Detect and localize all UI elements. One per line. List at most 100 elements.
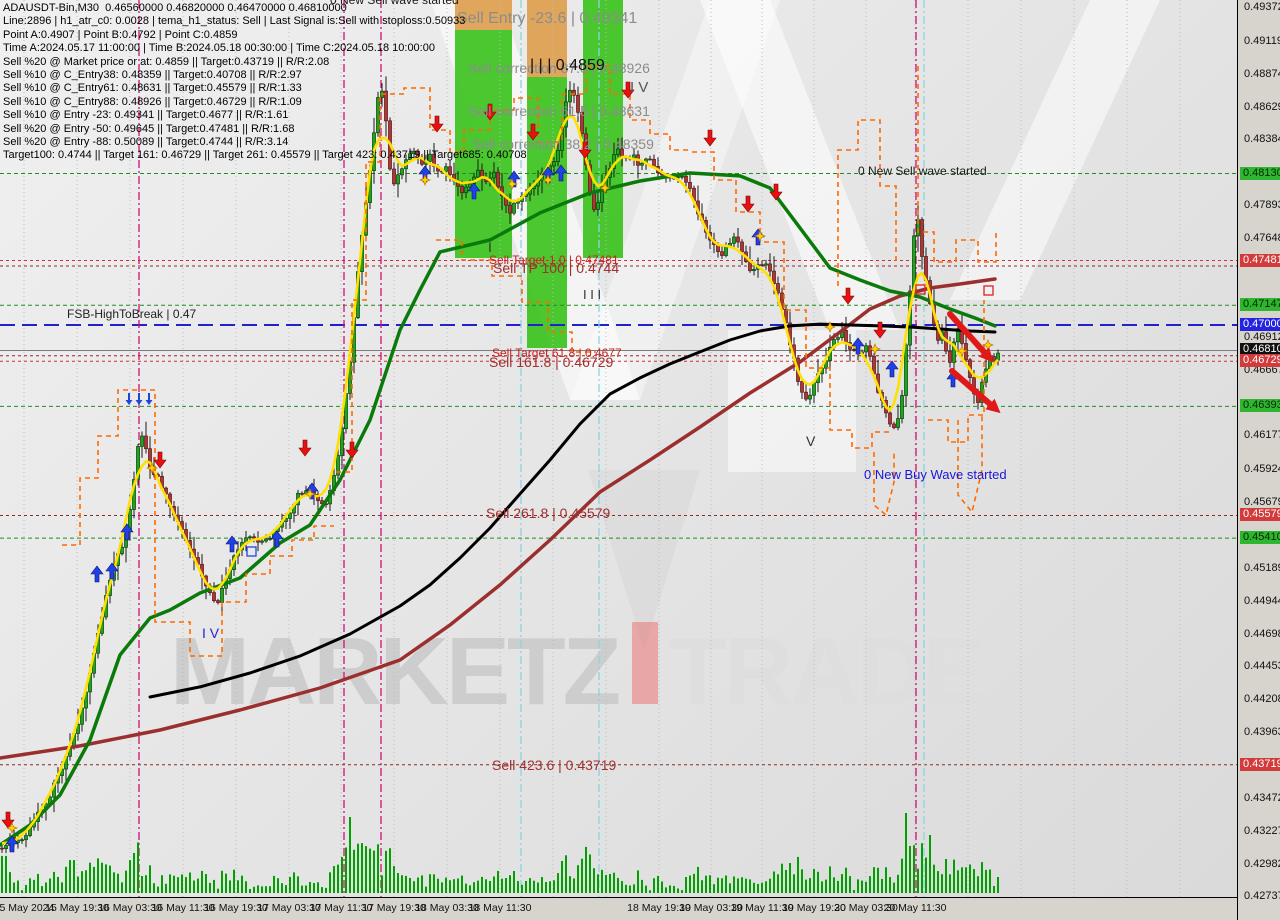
signal-star: [506, 178, 518, 190]
pattern-box: [246, 546, 257, 557]
info-line: Sell %10 @ C_Entry88: 0.48926 || Target:…: [3, 95, 302, 108]
info-line: Sell %10 @ C_Entry61: 0.48631 || Target:…: [3, 82, 302, 95]
info-line: Line:2896 | h1_atr_c0: 0.0028 | tema_h1_…: [3, 15, 466, 28]
sell-signal-arrow: [741, 195, 755, 213]
time-tick-label: 16 May 19:30: [204, 902, 268, 914]
buy-signal-arrow: [507, 170, 521, 188]
time-tick-label: 19 May 03:30: [679, 902, 743, 914]
price-tick-label: 0.46912: [1244, 331, 1280, 343]
sell-signal-arrow: [345, 441, 359, 459]
time-tick-label: 15 May 2024: [0, 902, 55, 914]
price-axis[interactable]: 0.49372 0.49119 0.48874 0.48629 0.48384 0.478…: [1237, 0, 1280, 920]
sell-signal-arrow: [841, 287, 855, 305]
time-tick-label: 17 May 03:30: [257, 902, 321, 914]
time-tick-label: 18 May 19:30: [627, 902, 691, 914]
buy-signal-arrow: [120, 523, 134, 541]
sell-signal-arrow: [621, 81, 635, 99]
buy-signal-arrow: [554, 164, 568, 182]
indicator-info-block: ADAUSDT-Bin,M30 0.46560000 0.46820000 0.…: [3, 2, 527, 163]
signal-star: [824, 321, 836, 333]
info-line: Target100: 0.4744 || Target 161: 0.46729…: [3, 149, 527, 162]
info-line: Sell %20 @ Entry -50: 0.49645 || Target:…: [3, 122, 295, 135]
price-level-badge: 0.46810: [1240, 343, 1280, 356]
sell-signal-arrow: [430, 115, 444, 133]
buy-signal-arrow: [270, 530, 284, 548]
buy-signal-arrow: [225, 535, 239, 553]
signal-star: [304, 488, 316, 500]
signal-star: [599, 182, 611, 194]
time-tick-label: 16 May 11:30: [151, 902, 215, 914]
sell-signal-arrow: [483, 103, 497, 121]
price-tick-label: 0.48629: [1244, 101, 1280, 113]
broker-watermark: MARKETZ TRADE: [170, 622, 987, 720]
buy-signal-arrow: [885, 360, 899, 378]
signal-star: [419, 174, 431, 186]
price-tick-label: 0.47648: [1244, 232, 1280, 244]
buy-signal-arrow: [105, 562, 119, 580]
signal-star: [869, 343, 881, 355]
price-tick-label: 0.44698: [1244, 628, 1280, 640]
price-tick-label: 0.43227: [1244, 825, 1280, 837]
signal-star: [542, 174, 554, 186]
price-level-badge: 0.45410: [1240, 531, 1280, 544]
time-tick-label: 17 May 11:30: [309, 902, 373, 914]
buy-signal-arrow: [90, 565, 104, 583]
price-tick-label: 0.43963: [1244, 726, 1280, 738]
time-tick-label: 19 May 19:30: [782, 902, 846, 914]
signal-star: [754, 230, 766, 242]
price-tick-label: 0.48874: [1244, 68, 1280, 80]
sell-signal-arrow: [298, 439, 312, 457]
time-tick-label: 17 May 19:30: [362, 902, 426, 914]
price-tick-label: 0.48384: [1244, 133, 1280, 145]
signal-star: [6, 822, 18, 834]
price-tick-label: 0.46667: [1244, 364, 1280, 376]
price-level-badge: 0.46729: [1240, 354, 1280, 367]
pattern-box: [915, 284, 926, 295]
signal-star: [146, 462, 158, 474]
price-tick-label: 0.42737: [1244, 890, 1280, 902]
watermark-text-right: TRADE: [668, 618, 987, 725]
wave-marker-arrow: [135, 393, 143, 405]
time-tick-label: 19 May 11:30: [730, 902, 794, 914]
sell-signal-arrow: [526, 123, 540, 141]
price-level-badge: 0.47000: [1240, 318, 1280, 331]
watermark-text-left: MARKETZ: [170, 618, 621, 725]
price-tick-label: 0.45924: [1244, 463, 1280, 475]
sell-signal-arrow: [873, 321, 887, 339]
price-level-badge: 0.48130: [1240, 167, 1280, 180]
price-level-badge: 0.45579: [1240, 508, 1280, 521]
time-tick-label: 15 May 19:30: [45, 902, 109, 914]
time-tick-label: 18 May 03:30: [415, 902, 479, 914]
sell-signal-arrow: [153, 451, 167, 469]
price-tick-label: 0.45679: [1244, 496, 1280, 508]
pattern-box: [983, 285, 994, 296]
watermark-red-bar: [632, 622, 659, 704]
info-line: ADAUSDT-Bin,M30 0.46560000 0.46820000 0.…: [3, 2, 347, 14]
price-level-badge: 0.47481: [1240, 254, 1280, 267]
wave-marker-arrow: [145, 393, 153, 405]
price-level-badge: 0.43719: [1240, 758, 1280, 771]
time-tick-label: 18 May 11:30: [468, 902, 532, 914]
time-tick-label: 20 May 03:30: [834, 902, 898, 914]
price-tick-label: 0.42982: [1244, 858, 1280, 870]
info-line: Sell %20 @ Entry -88: 0.50089 || Target:…: [3, 136, 289, 149]
info-line: Point A:0.4907 | Point B:0.4792 | Point …: [3, 28, 238, 41]
price-tick-label: 0.49372: [1244, 1, 1280, 13]
price-tick-label: 0.43472: [1244, 792, 1280, 804]
price-tick-label: 0.44944: [1244, 595, 1280, 607]
price-level-badge: 0.46393: [1240, 399, 1280, 412]
time-tick-label: 20 May 11:30: [883, 902, 947, 914]
sell-signal-arrow: [769, 183, 783, 201]
wave-marker-arrow: [125, 393, 133, 405]
time-tick-label: 16 May 03:30: [98, 902, 162, 914]
buy-signal-arrow: [851, 337, 865, 355]
sell-signal-arrow: [703, 129, 717, 147]
price-tick-label: 0.44453: [1244, 660, 1280, 672]
price-tick-label: 0.44208: [1244, 693, 1280, 705]
info-line: Sell %10 @ C_Entry38: 0.48359 || Target:…: [3, 69, 302, 82]
signal-star: [956, 345, 968, 357]
sell-signal-arrow: [1, 811, 15, 829]
